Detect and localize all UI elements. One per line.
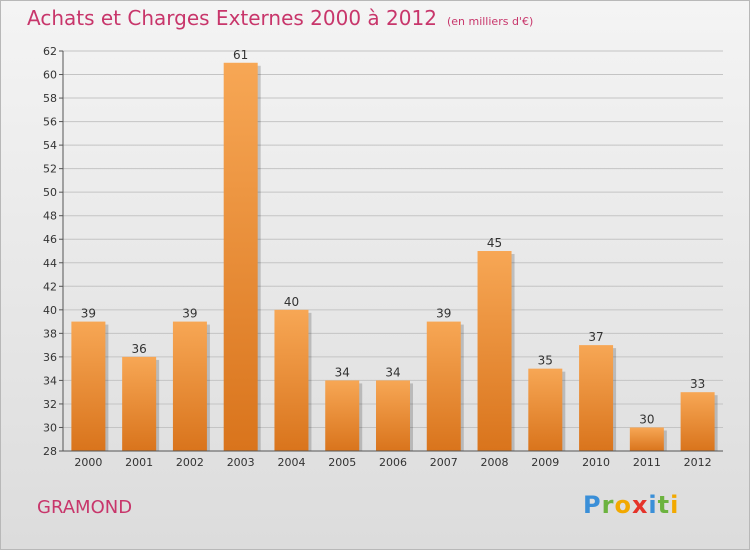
x-axis: 2000 2001 2002 2003 2004 2005 2006 2007 2008 2009… bbox=[63, 450, 723, 469]
y-tick-label: 38 bbox=[43, 327, 57, 340]
y-tick-label: 52 bbox=[43, 163, 57, 176]
bars: 39 36 39 61 40 34 34 39 45 35 37 30 33 bbox=[71, 48, 718, 451]
title-unit: (en milliers d'€) bbox=[446, 15, 534, 28]
x-tick-label: 2012 bbox=[684, 456, 712, 469]
y-tick-label: 56 bbox=[43, 116, 57, 129]
y-axis: 28 30 32 34 36 38 40 42 44 46 48 50 52 54 56 58 60 62 bbox=[43, 45, 64, 458]
bar-value-label: 33 bbox=[690, 377, 705, 391]
logo-letter: P bbox=[583, 491, 602, 519]
logo-letter: x bbox=[631, 491, 649, 519]
logo-letter: r bbox=[601, 491, 615, 519]
bar bbox=[426, 321, 461, 451]
x-tick-label: 2007 bbox=[430, 456, 458, 469]
bar-value-label: 39 bbox=[182, 307, 197, 321]
y-tick-label: 34 bbox=[43, 374, 57, 387]
y-tick-label: 28 bbox=[43, 445, 57, 458]
bar-value-label: 37 bbox=[588, 330, 603, 344]
bar-value-label: 34 bbox=[335, 365, 350, 379]
y-tick-label: 40 bbox=[43, 304, 57, 317]
y-tick-label: 48 bbox=[43, 210, 57, 223]
x-tick-label: 2008 bbox=[481, 456, 509, 469]
bar bbox=[680, 392, 715, 451]
bar bbox=[629, 427, 664, 451]
bar bbox=[579, 345, 614, 451]
bar-value-label: 39 bbox=[81, 307, 96, 321]
bar-value-label: 36 bbox=[132, 342, 147, 356]
x-tick-label: 2006 bbox=[379, 456, 407, 469]
bar bbox=[274, 309, 309, 451]
y-tick-label: 62 bbox=[43, 45, 57, 58]
bar-value-label: 30 bbox=[639, 412, 654, 426]
bar bbox=[325, 380, 360, 451]
bar-value-label: 61 bbox=[233, 48, 248, 62]
logo-letter: i bbox=[648, 491, 658, 519]
y-tick-label: 42 bbox=[43, 280, 57, 293]
x-tick-label: 2003 bbox=[227, 456, 255, 469]
y-tick-label: 30 bbox=[43, 421, 57, 434]
y-tick-label: 44 bbox=[43, 257, 57, 270]
y-tick-label: 60 bbox=[43, 69, 57, 82]
bar bbox=[71, 321, 106, 451]
bar bbox=[122, 356, 157, 451]
logo-letter: o bbox=[614, 491, 632, 519]
x-tick-label: 2011 bbox=[633, 456, 661, 469]
x-tick-label: 2005 bbox=[328, 456, 356, 469]
x-tick-label: 2009 bbox=[531, 456, 559, 469]
bar bbox=[172, 321, 207, 451]
x-tick-label: 2004 bbox=[277, 456, 305, 469]
y-tick-label: 50 bbox=[43, 186, 57, 199]
commune-name: GRAMOND bbox=[37, 497, 133, 518]
y-tick-label: 58 bbox=[43, 92, 57, 105]
bar-value-label: 39 bbox=[436, 307, 451, 321]
bar bbox=[477, 251, 512, 451]
x-tick-label: 2010 bbox=[582, 456, 610, 469]
chart-title: Achats et Charges Externes 2000 à 2012 (e… bbox=[27, 6, 533, 30]
y-tick-label: 32 bbox=[43, 398, 57, 411]
proxiti-logo: Proxiti bbox=[583, 491, 679, 519]
bar-value-label: 35 bbox=[538, 354, 553, 368]
x-tick-label: 2000 bbox=[74, 456, 102, 469]
bar bbox=[376, 380, 410, 451]
bar-value-label: 34 bbox=[385, 365, 400, 379]
x-tick-label: 2002 bbox=[176, 456, 204, 469]
bar-value-label: 40 bbox=[284, 295, 299, 309]
bar bbox=[528, 368, 563, 451]
x-tick-label: 2001 bbox=[125, 456, 153, 469]
y-tick-label: 36 bbox=[43, 351, 57, 364]
logo-letter: i bbox=[670, 491, 680, 519]
y-tick-label: 54 bbox=[43, 139, 57, 152]
bar bbox=[223, 62, 258, 451]
title-text: Achats et Charges Externes 2000 à 2012 bbox=[27, 6, 437, 30]
y-tick-label: 46 bbox=[43, 233, 57, 246]
logo-letter: t bbox=[657, 491, 671, 519]
bar-value-label: 45 bbox=[487, 236, 502, 250]
